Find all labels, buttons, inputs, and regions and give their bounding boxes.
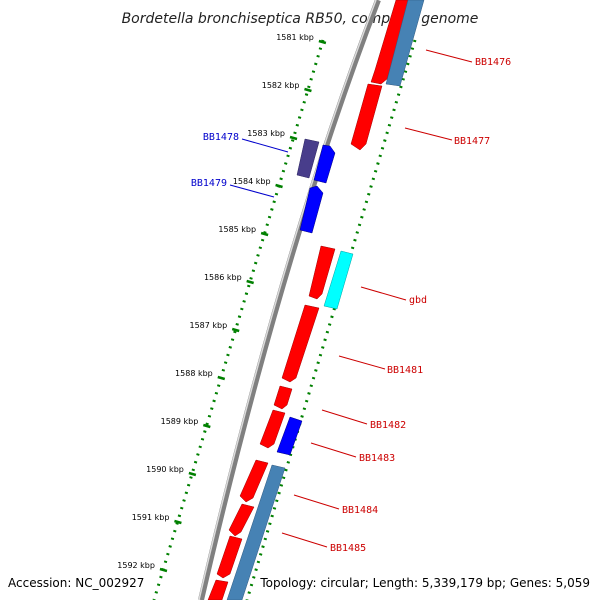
gene-labels: BB1476 BB1477 BB1478 BB1479 gbd BB1481 B… (191, 57, 511, 554)
tick-mark (188, 471, 197, 477)
tick-mark (275, 183, 283, 189)
tick-label: 1586 kbp (204, 273, 242, 282)
leader-bb1482 (321, 409, 368, 425)
gene-arrow-gbd[interactable] (323, 250, 354, 310)
gene-arrow-bb1479[interactable] (299, 185, 324, 234)
gene-arrow-bb1483-fwd[interactable] (259, 409, 286, 449)
tick-mark (246, 279, 255, 285)
gene-label-bb1478[interactable]: BB1478 (203, 132, 239, 143)
gene-label-gbd[interactable]: gbd (409, 295, 427, 306)
tick-mark (217, 375, 226, 381)
leader-bb1481 (338, 355, 386, 370)
genome-backbone-highlight (198, 0, 377, 600)
tick-mark (289, 135, 298, 141)
gene-arrow-bb1476[interactable] (370, 0, 413, 85)
leader-gbd (360, 286, 407, 301)
genome-backbone (198, 0, 381, 600)
leader-bb1476 (425, 49, 473, 63)
gene-label-bb1485[interactable]: BB1485 (330, 543, 366, 554)
gene-arrow-bb1478[interactable] (313, 144, 336, 184)
leader-bb1479 (229, 184, 275, 198)
gene-label-bb1479[interactable]: BB1479 (191, 178, 227, 189)
gene-arrow-bb1482[interactable] (273, 385, 293, 410)
gene-arrow-bb1484-steelblue[interactable] (226, 464, 286, 600)
tick-label: 1581 kbp (276, 33, 314, 42)
tick-mark (260, 231, 269, 237)
other-gene-track (226, 0, 425, 600)
outer-tick-ring (245, 39, 417, 600)
leader-bb1483 (310, 442, 357, 458)
topology-summary: Topology: circular; Length: 5,339,179 bp… (259, 576, 590, 590)
tick-label: 1590 kbp (146, 465, 184, 474)
gene-arrow-bb1477[interactable] (350, 83, 383, 151)
gene-arrow-bb1478-dark[interactable] (296, 138, 320, 179)
tick-marks: 1581 kbp 1582 kbp 1583 kbp 1584 kbp 1585 kbp… (117, 33, 327, 573)
gene-label-bb1484[interactable]: BB1484 (342, 505, 378, 516)
tick-label: 1585 kbp (218, 225, 256, 234)
leader-bb1477 (404, 127, 453, 141)
tick-mark (304, 87, 312, 93)
tick-mark (318, 39, 327, 45)
tick-mark (202, 423, 211, 429)
gene-arrow-bb1476-steelblue[interactable] (385, 0, 425, 87)
tick-label: 1589 kbp (161, 417, 199, 426)
inner-tick-ring (152, 39, 325, 600)
tick-label: 1582 kbp (262, 81, 300, 90)
gene-arrow-bb1484[interactable] (239, 459, 269, 503)
gene-arrow-lower-2[interactable] (207, 579, 229, 600)
gene-label-bb1477[interactable]: BB1477 (454, 136, 490, 147)
forward-gene-track (207, 0, 413, 600)
gene-arrow-lower-1[interactable] (216, 535, 243, 579)
reverse-gene-track (296, 138, 336, 234)
gene-arrow-bb1485[interactable] (228, 503, 255, 537)
gene-label-bb1481[interactable]: BB1481 (387, 365, 423, 376)
tick-label: 1592 kbp (117, 561, 155, 570)
gene-arrow-bb1481[interactable] (281, 304, 320, 383)
gene-arrow-gbd-upstream[interactable] (308, 245, 336, 300)
tick-mark (174, 519, 182, 525)
label-leaders (229, 49, 473, 548)
gene-label-bb1476[interactable]: BB1476 (475, 57, 511, 68)
gene-label-bb1483[interactable]: BB1483 (359, 453, 395, 464)
map-title: Bordetella bronchiseptica RB50, complete… (122, 11, 479, 27)
tick-label: 1591 kbp (132, 513, 170, 522)
tick-mark (159, 567, 168, 573)
tick-label: 1588 kbp (175, 369, 213, 378)
tick-label: 1583 kbp (247, 129, 285, 138)
accession-label: Accession: NC_002927 (8, 576, 144, 590)
tick-mark (231, 327, 240, 333)
tick-label: 1584 kbp (233, 177, 271, 186)
gene-arrow-bb1483[interactable] (276, 416, 303, 456)
leader-bb1478 (241, 138, 289, 153)
leader-bb1485 (281, 532, 328, 548)
tick-label: 1587 kbp (190, 321, 228, 330)
gene-label-bb1482[interactable]: BB1482 (370, 420, 406, 431)
leader-bb1484 (293, 494, 340, 510)
